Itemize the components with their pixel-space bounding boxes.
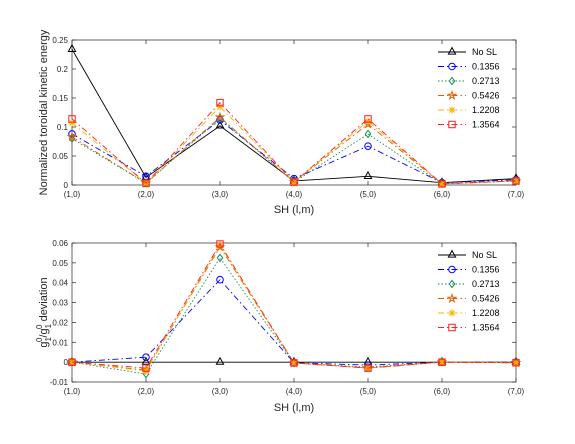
data-point: [363, 170, 373, 179]
legend-label: 1.3564: [472, 323, 500, 333]
x-axis-label: SH (l,m): [274, 204, 314, 216]
data-point: [66, 131, 78, 142]
data-point: [290, 359, 298, 367]
legend-label: No SL: [472, 250, 497, 260]
y-tick-label: 0.2: [57, 65, 69, 74]
x-tick-label: (2,0): [138, 190, 155, 199]
legend-label: 1.3564: [472, 120, 500, 130]
x-tick-label: (5,0): [360, 387, 377, 396]
data-point: [68, 119, 76, 127]
legend-marker: [448, 106, 456, 114]
data-point: [214, 111, 226, 122]
data-point: [142, 179, 150, 187]
x-tick-label: (7,0): [508, 190, 525, 199]
legend-label: 0.5426: [472, 294, 500, 304]
data-point: [364, 115, 372, 123]
data-point: [142, 364, 150, 372]
legend: No SL 0.1356 0.2713 0.5426 1.2208 1.3564: [438, 249, 500, 333]
y-tick-label: 0.04: [52, 279, 68, 288]
data-point: [215, 356, 225, 365]
legend-label: 0.5426: [472, 91, 500, 101]
y-tick-label: 0.15: [52, 94, 68, 103]
plot-area: [71, 39, 517, 186]
y-tick-label: 0.1: [57, 123, 69, 132]
legend-marker: [448, 279, 456, 289]
data-point: [512, 359, 520, 367]
y-tick-label: 0.02: [52, 318, 68, 327]
data-point: [438, 180, 446, 188]
data-point: [216, 253, 224, 263]
data-point: [290, 359, 298, 367]
data-point: [141, 356, 151, 365]
x-tick-label: (4,0): [286, 387, 303, 396]
x-tick-label: (3,0): [212, 190, 229, 199]
data-point: [364, 364, 372, 372]
legend-label: 0.2713: [472, 76, 500, 86]
data-point: [216, 240, 224, 248]
chart-bottom-panel: -0.01 0 0.01 0.02 0.03 0.04 0.05 0.06 (1,0) (2,0)…: [35, 239, 525, 414]
legend-marker: [448, 76, 456, 86]
legend-marker: [448, 62, 456, 71]
y-tick-label: 0.06: [52, 239, 68, 248]
data-point: [216, 241, 224, 249]
legend-marker: [446, 292, 458, 304]
legend-label: No SL: [472, 47, 497, 57]
x-tick-label: (5,0): [360, 190, 377, 199]
data-point: [364, 129, 372, 139]
data-point: [216, 98, 224, 107]
data-point: [215, 120, 225, 129]
legend-marker: [446, 89, 458, 101]
data-point: [438, 358, 446, 366]
data-point: [438, 180, 446, 188]
legend-marker: [448, 323, 456, 332]
y-tick-label: 0.25: [52, 36, 68, 45]
data-point: [512, 177, 520, 185]
x-axis-label: SH (l,m): [274, 402, 314, 414]
y-axis-label: Normalized toroidal kinetic energy: [38, 29, 50, 195]
x-tick-label: (7,0): [508, 387, 525, 396]
legend: No SL 0.1356 0.2713 0.5426 1.2208 1.3564: [438, 46, 500, 130]
data-point: [364, 142, 372, 150]
y-tick-label: 0: [64, 181, 69, 190]
data-point: [216, 103, 224, 111]
x-tick-label: (3,0): [212, 387, 229, 396]
legend-label: 1.2208: [472, 308, 500, 318]
data-point: [68, 115, 76, 123]
legend-marker: [447, 249, 457, 258]
legend-marker: [448, 309, 456, 317]
y-tick-label: 0.01: [52, 338, 68, 347]
legend-marker: [448, 120, 456, 129]
data-point: [68, 358, 76, 366]
legend-marker: [448, 265, 456, 274]
y-tick-label: 0.05: [52, 259, 68, 268]
x-tick-label: (1,0): [64, 387, 81, 396]
data-point: [362, 118, 374, 129]
data-point: [142, 353, 150, 361]
data-point: [216, 275, 224, 284]
legend-label: 0.2713: [472, 279, 500, 289]
legend-label: 1.2208: [472, 105, 500, 115]
series-1-3564: [68, 240, 520, 372]
data-point: [364, 117, 372, 125]
legend-label: 0.1356: [472, 265, 500, 275]
x-tick-label: (2,0): [138, 387, 155, 396]
chart-top-panel: 0 0.05 0.1 0.15 0.2 0.25 (1,0) (2,0) (3,0) (4,0) (…: [38, 29, 525, 216]
data-point: [438, 358, 446, 366]
legend-label: 0.1356: [472, 62, 500, 72]
x-tick-label: (4,0): [286, 190, 303, 199]
y-tick-label: 0.05: [52, 152, 68, 161]
series-line: [71, 101, 517, 185]
x-tick-label: (6,0): [434, 387, 451, 396]
data-point: [290, 178, 298, 186]
legend-marker: [447, 46, 457, 55]
y-axis-label: g10/g10 deviation: [35, 277, 53, 347]
series-1-3564: [68, 98, 520, 188]
x-tick-label: (1,0): [64, 190, 81, 199]
y-tick-label: 0: [64, 358, 69, 367]
data-point: [67, 43, 77, 52]
y-tick-label: -0.01: [50, 378, 69, 387]
y-tick-label: 0.03: [52, 299, 68, 308]
x-tick-label: (6,0): [434, 190, 451, 199]
